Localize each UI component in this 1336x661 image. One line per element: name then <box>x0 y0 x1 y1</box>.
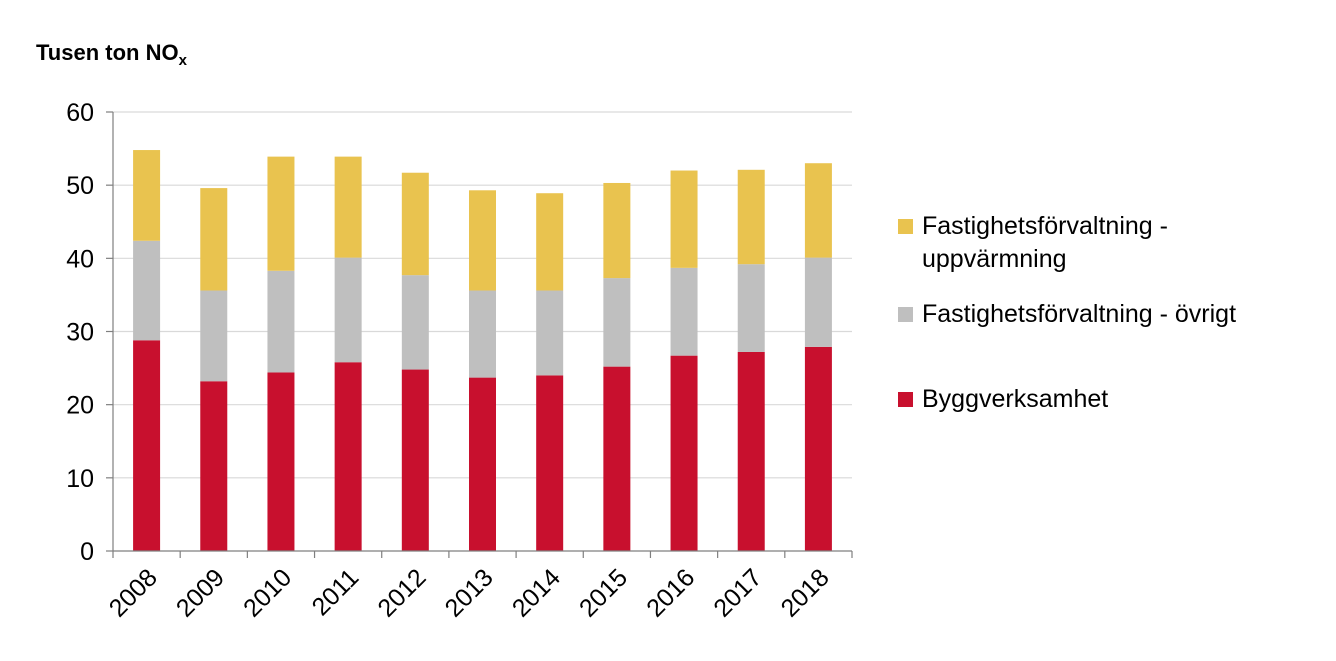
bar-byggverksamhet-2016 <box>670 355 698 551</box>
bar-fastighetsf-rvaltning-uppv-rmning-2009 <box>200 188 228 291</box>
bar-fastighetsf-rvaltning-uppv-rmning-2010 <box>267 156 295 271</box>
y-tick-label: 40 <box>66 245 94 273</box>
bar-byggverksamhet-2017 <box>737 351 765 551</box>
x-tick-label: 2016 <box>641 563 700 622</box>
legend-label-uppvarmning: Fastighetsförvaltning - uppvärmning <box>922 212 1168 273</box>
bar-byggverksamhet-2014 <box>536 375 564 551</box>
y-axis-title-subscript: x <box>178 52 187 69</box>
legend-item-uppvarmning: Fastighetsförvaltning - uppvärmning <box>898 210 1168 276</box>
bar-fastighetsf-rvaltning-vrigt-2011 <box>334 257 362 363</box>
bar-fastighetsf-rvaltning-vrigt-2010 <box>267 270 295 373</box>
y-tick-label: 30 <box>66 319 94 347</box>
bar-fastighetsf-rvaltning-uppv-rmning-2018 <box>804 163 832 258</box>
y-tick-label: 0 <box>80 538 94 566</box>
bar-byggverksamhet-2011 <box>334 362 362 551</box>
x-tick-label: 2017 <box>708 563 767 622</box>
legend-swatch-uppvarmning <box>898 219 913 234</box>
bar-fastighetsf-rvaltning-vrigt-2016 <box>670 267 698 356</box>
bar-fastighetsf-rvaltning-uppv-rmning-2013 <box>469 190 496 291</box>
bar-fastighetsf-rvaltning-vrigt-2009 <box>200 290 228 382</box>
bar-fastighetsf-rvaltning-vrigt-2008 <box>133 240 161 341</box>
bar-byggverksamhet-2012 <box>401 369 429 551</box>
bar-byggverksamhet-2008 <box>133 340 161 551</box>
y-tick-label: 10 <box>66 465 94 493</box>
bar-byggverksamhet-2015 <box>603 366 631 551</box>
x-tick-label: 2009 <box>171 563 230 622</box>
x-tick-label: 2018 <box>776 563 835 622</box>
bar-fastighetsf-rvaltning-vrigt-2013 <box>469 290 496 378</box>
y-tick-label: 60 <box>66 99 94 127</box>
x-tick-label: 2012 <box>372 563 431 622</box>
x-tick-labels: 2008 2009 2010 2011 2012 2013 2014 2015 2016 2017… <box>104 563 835 622</box>
bar-fastighetsf-rvaltning-uppv-rmning-2017 <box>737 169 765 265</box>
bar-fastighetsf-rvaltning-vrigt-2015 <box>603 278 631 367</box>
bar-fastighetsf-rvaltning-uppv-rmning-2008 <box>133 150 161 241</box>
axes <box>106 111 853 558</box>
bar-byggverksamhet-2018 <box>804 346 832 551</box>
legend-swatch-byggverksamhet <box>898 392 913 407</box>
y-tick-labels: 0 10 20 30 40 50 60 <box>66 99 94 566</box>
y-tick-label: 20 <box>66 392 94 420</box>
bar-fastighetsf-rvaltning-uppv-rmning-2015 <box>603 182 631 279</box>
legend-label-ovrigt: Fastighetsförvaltning - övrigt <box>922 300 1237 328</box>
bar-byggverksamhet-2009 <box>200 381 228 551</box>
y-tick-label: 50 <box>66 172 94 200</box>
x-tick-label: 2015 <box>574 563 633 622</box>
x-tick-label: 2011 <box>307 563 365 621</box>
bar-byggverksamhet-2010 <box>267 372 295 551</box>
y-axis-title: Tusen ton NOx <box>36 40 187 69</box>
bars <box>133 150 832 551</box>
legend-item-ovrigt: Fastighetsförvaltning - övrigt <box>898 298 1236 331</box>
legend-swatch-ovrigt <box>898 307 913 322</box>
x-tick-label: 2008 <box>104 563 163 622</box>
bar-fastighetsf-rvaltning-vrigt-2014 <box>536 290 564 376</box>
bar-fastighetsf-rvaltning-vrigt-2017 <box>737 264 765 352</box>
legend-label-byggverksamhet: Byggverksamhet <box>922 385 1109 413</box>
x-tick-label: 2014 <box>507 563 566 622</box>
bar-fastighetsf-rvaltning-uppv-rmning-2011 <box>334 156 362 258</box>
bar-byggverksamhet-2013 <box>469 377 496 551</box>
bar-fastighetsf-rvaltning-uppv-rmning-2012 <box>401 172 429 276</box>
bar-fastighetsf-rvaltning-vrigt-2012 <box>401 275 429 370</box>
bar-fastighetsf-rvaltning-uppv-rmning-2016 <box>670 170 698 268</box>
x-tick-label: 2010 <box>238 563 297 622</box>
bar-fastighetsf-rvaltning-uppv-rmning-2014 <box>536 193 564 291</box>
bar-fastighetsf-rvaltning-vrigt-2018 <box>804 257 832 347</box>
x-tick-label: 2013 <box>440 563 499 622</box>
legend-item-byggverksamhet: Byggverksamhet <box>898 383 1108 416</box>
